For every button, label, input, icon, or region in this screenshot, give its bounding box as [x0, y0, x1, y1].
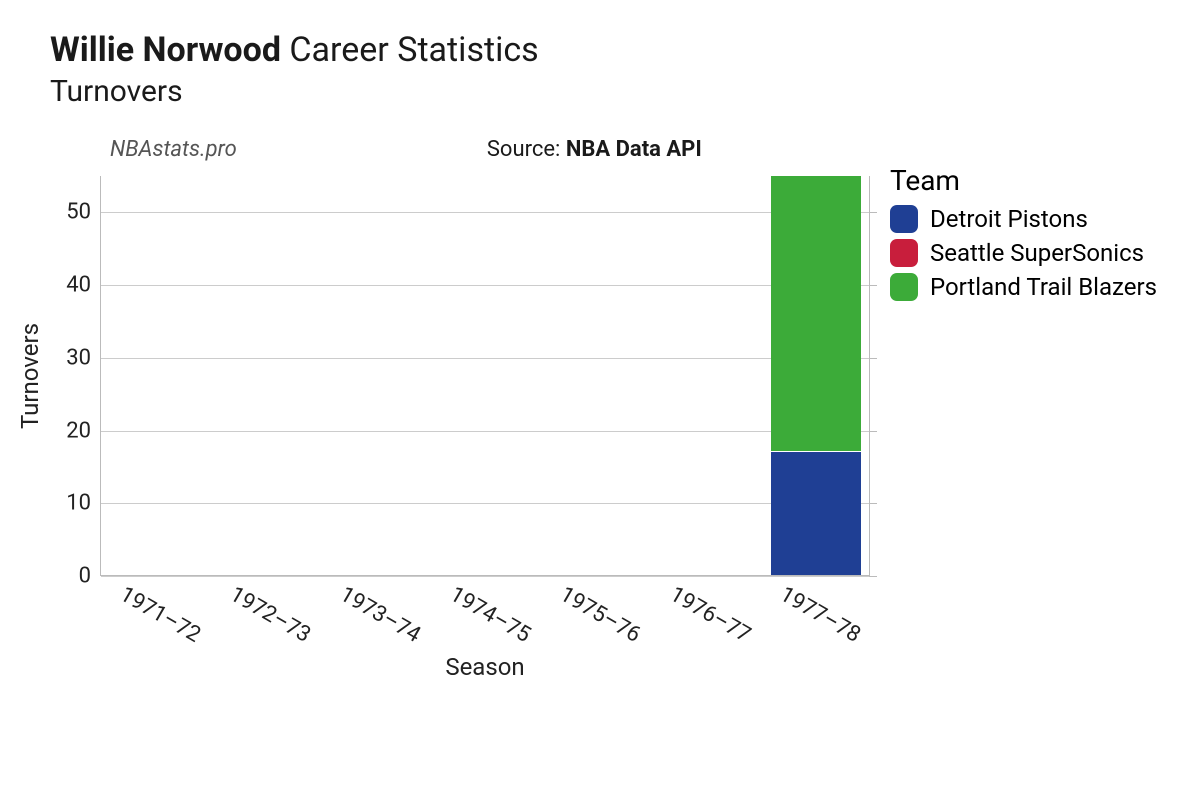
chart-container: Willie Norwood Career Statistics Turnove…: [50, 30, 1150, 162]
gridline: [101, 576, 869, 577]
bar: [771, 175, 861, 575]
y-tick-label: 50: [66, 200, 101, 225]
title-block: Willie Norwood Career Statistics Turnove…: [50, 30, 1150, 109]
x-tick-label: 1971–72: [116, 575, 209, 648]
legend-label: Portland Trail Blazers: [930, 273, 1157, 301]
y-tick-mark: [869, 576, 877, 577]
meta-row: NBAstats.pro Source: NBA Data API: [110, 137, 1150, 162]
source-name: NBA Data API: [566, 137, 702, 162]
legend-item: Detroit Pistons: [890, 205, 1157, 233]
bar-segment: [771, 175, 861, 451]
y-tick-mark: [869, 431, 877, 432]
legend-item: Seattle SuperSonics: [890, 239, 1157, 267]
source-prefix: Source:: [487, 137, 566, 162]
y-tick-mark: [869, 358, 877, 359]
plot-area: 010203040501971–721972–731973–741974–751…: [100, 176, 870, 576]
y-tick-label: 0: [79, 564, 101, 589]
y-tick-label: 10: [66, 491, 101, 516]
x-tick-label: 1975–76: [556, 575, 649, 648]
legend-swatch: [890, 273, 918, 301]
y-tick-label: 40: [66, 273, 101, 298]
gridline: [101, 358, 869, 359]
y-tick-mark: [869, 212, 877, 213]
chart-title: Willie Norwood Career Statistics: [50, 30, 1150, 70]
legend-items: Detroit Pistons Seattle SuperSonics Portla…: [890, 205, 1157, 301]
plot-wrapper: Turnovers 010203040501971–721972–731973–…: [100, 176, 870, 576]
legend-title: Team: [890, 164, 1157, 197]
y-tick-mark: [869, 503, 877, 504]
y-tick-label: 20: [66, 418, 101, 443]
y-tick-mark: [869, 285, 877, 286]
gridline: [101, 212, 869, 213]
gridline: [101, 431, 869, 432]
x-tick-label: 1974–75: [446, 575, 539, 648]
y-axis-label: Turnovers: [16, 323, 44, 429]
title-player: Willie Norwood: [50, 30, 281, 70]
legend-swatch: [890, 239, 918, 267]
y-tick-label: 30: [66, 345, 101, 370]
x-axis-label: Season: [445, 653, 524, 681]
bar-segment: [771, 451, 861, 575]
legend-swatch: [890, 205, 918, 233]
gridline: [101, 503, 869, 504]
legend-label: Detroit Pistons: [930, 205, 1088, 233]
x-tick-label: 1977–78: [776, 575, 869, 648]
legend-item: Portland Trail Blazers: [890, 273, 1157, 301]
x-tick-label: 1972–73: [226, 575, 319, 648]
legend: Team Detroit Pistons Seattle SuperSonics P…: [890, 164, 1157, 307]
title-rest: Career Statistics: [289, 30, 538, 70]
gridline: [101, 285, 869, 286]
x-tick-label: 1976–77: [666, 575, 759, 648]
watermark: NBAstats.pro: [110, 137, 237, 162]
chart-subtitle: Turnovers: [50, 74, 1150, 109]
legend-label: Seattle SuperSonics: [930, 239, 1144, 267]
x-tick-label: 1973–74: [336, 575, 429, 648]
source-label: Source: NBA Data API: [487, 137, 702, 162]
